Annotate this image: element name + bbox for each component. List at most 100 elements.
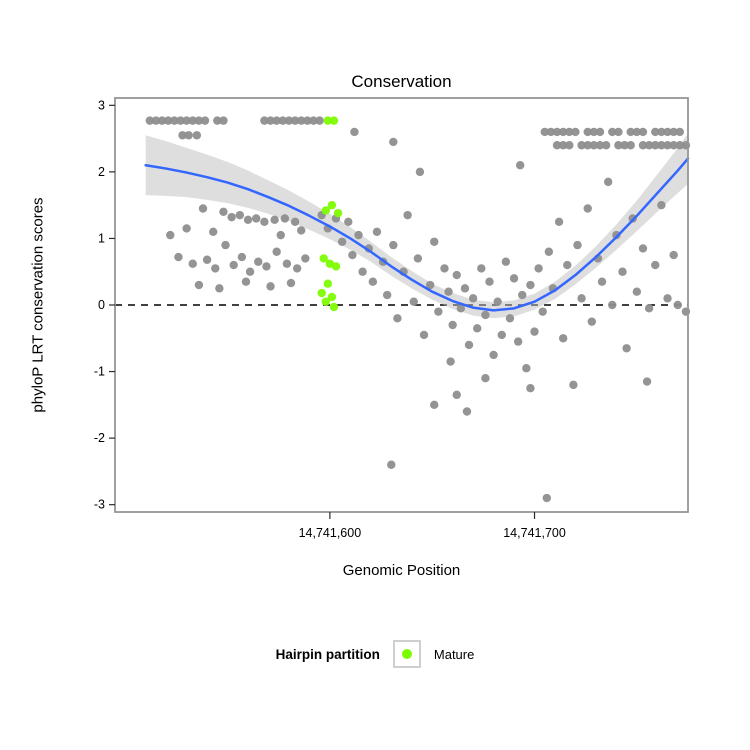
data-point (270, 215, 279, 225)
data-point (182, 224, 191, 233)
data-point (344, 217, 353, 227)
data-point (601, 141, 611, 150)
mature-data-point (319, 254, 328, 263)
data-point (505, 314, 515, 323)
x-tick-label: 14,741,600 (299, 526, 362, 540)
data-point (174, 252, 183, 262)
data-point (577, 294, 586, 303)
data-point (477, 264, 486, 273)
data-point (473, 324, 482, 333)
data-point (301, 254, 310, 263)
data-point (194, 116, 204, 125)
data-point (501, 257, 511, 266)
data-point (558, 141, 568, 150)
data-point (538, 307, 547, 316)
data-point (368, 277, 378, 286)
data-point (651, 260, 660, 270)
data-point (573, 240, 582, 250)
data-point (608, 300, 617, 310)
data-point (540, 127, 549, 137)
data-point (235, 210, 245, 220)
data-point (618, 267, 627, 276)
data-point (468, 294, 478, 303)
data-point (348, 250, 357, 260)
data-point (534, 264, 543, 273)
data-point (389, 240, 398, 250)
data-point (489, 350, 498, 360)
data-point (571, 127, 580, 137)
data-point (284, 116, 294, 125)
data-point (221, 240, 230, 250)
mature-data-point (323, 116, 333, 125)
data-point (669, 250, 678, 260)
mature-data-point (321, 297, 330, 306)
data-point (522, 364, 531, 373)
data-point (456, 304, 466, 313)
data-point (669, 127, 678, 137)
data-point (276, 230, 285, 240)
data-point (558, 334, 568, 343)
data-point (282, 259, 292, 268)
data-point (194, 280, 204, 290)
data-point (513, 337, 523, 346)
data-point (358, 267, 367, 276)
data-point (657, 127, 666, 137)
data-point (409, 297, 418, 306)
y-tick-label: -1 (94, 365, 105, 379)
data-point (260, 217, 269, 227)
data-point (452, 270, 461, 280)
data-point (241, 277, 251, 286)
smooth-line (144, 157, 690, 312)
data-point (198, 204, 208, 213)
data-point (493, 297, 502, 306)
data-point (184, 131, 193, 140)
data-point (552, 141, 562, 150)
data-point (266, 116, 275, 125)
data-point (430, 400, 439, 410)
data-point (464, 340, 474, 350)
data-point (612, 230, 621, 240)
data-point (452, 390, 461, 400)
data-point (219, 207, 228, 217)
data-point (644, 304, 654, 313)
data-point (642, 377, 652, 386)
data-point (614, 127, 623, 137)
data-point (663, 294, 672, 303)
legend: Hairpin partition Mature (0, 640, 750, 668)
data-point (387, 460, 396, 469)
data-point (245, 267, 255, 276)
data-point (176, 116, 185, 125)
data-point (608, 127, 617, 137)
data-point (542, 493, 551, 503)
data-point (632, 127, 642, 137)
mature-data-point (329, 116, 339, 125)
data-point (558, 127, 568, 137)
data-point (577, 141, 586, 150)
data-point (278, 116, 288, 125)
data-point (354, 230, 363, 240)
data-point (595, 141, 605, 150)
data-point (227, 212, 236, 222)
data-point (569, 380, 578, 390)
data-point (188, 116, 197, 125)
data-point (209, 227, 218, 236)
data-point (292, 264, 302, 273)
data-point (657, 200, 666, 210)
data-point (614, 141, 623, 150)
data-point (430, 237, 439, 246)
data-point (425, 280, 435, 290)
data-point (651, 141, 660, 150)
data-point (626, 127, 635, 137)
data-point (170, 116, 179, 125)
data-point (262, 262, 271, 271)
data-point (651, 127, 660, 137)
data-point (166, 230, 175, 240)
legend-key (392, 640, 421, 668)
data-point (546, 127, 556, 137)
data-point (403, 210, 412, 220)
data-point (485, 277, 494, 286)
data-point (290, 116, 300, 125)
data-point (252, 214, 261, 223)
confidence-band (145, 133, 689, 319)
